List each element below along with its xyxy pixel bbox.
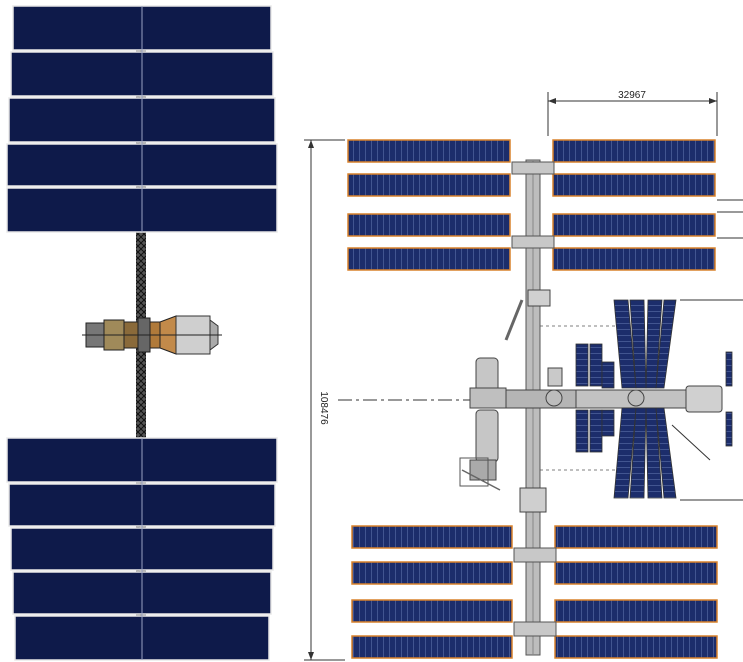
right-lower-solar-arrays <box>351 525 718 659</box>
right-upper-solar-arrays <box>347 139 743 271</box>
solar-array-wing <box>554 599 718 623</box>
robotic-arm <box>504 299 524 341</box>
solar-array-wing <box>554 561 718 585</box>
solar-array-wing <box>554 525 718 549</box>
solar-array-wing <box>351 561 513 585</box>
truss-equipment <box>527 289 551 307</box>
solar-array-wing <box>347 247 511 271</box>
height-dimension-label: 108476 <box>318 391 329 425</box>
russian-segment-arrays <box>575 299 733 499</box>
width-dimension: 32967 <box>547 90 718 136</box>
solar-array-wing <box>347 139 511 163</box>
left-lower-solar-array <box>6 437 278 661</box>
solar-array-wing <box>351 635 513 659</box>
width-dimension-label: 32967 <box>618 90 646 101</box>
left-station-view <box>6 5 278 661</box>
solar-array-wing <box>552 213 716 237</box>
lower-truss-equipment <box>459 457 547 513</box>
solar-array-wing <box>552 139 716 163</box>
solar-array-wing <box>351 525 513 549</box>
solar-array-wing <box>554 635 718 659</box>
solar-array-wing <box>351 599 513 623</box>
right-core-modules <box>469 357 723 481</box>
left-module-cluster <box>82 315 222 355</box>
solar-array-wing <box>347 213 511 237</box>
right-station-view: 32967 108476 <box>304 90 743 661</box>
left-upper-solar-array <box>6 5 278 233</box>
solar-array-wing <box>552 247 716 271</box>
solar-array-wing <box>347 173 511 197</box>
height-dimension: 108476 <box>304 139 345 661</box>
solar-array-wing <box>552 173 716 197</box>
